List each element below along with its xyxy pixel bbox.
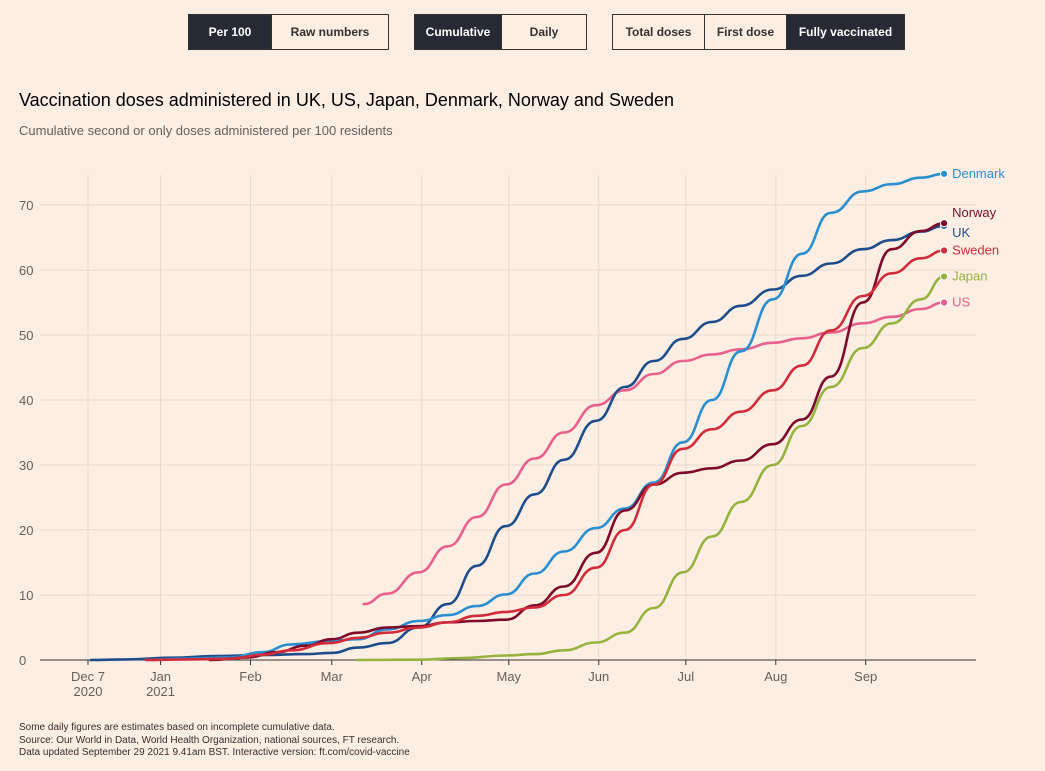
end-marker-norway: [939, 219, 949, 228]
first-dose-button[interactable]: First dose: [704, 15, 786, 49]
series-label-us: US: [952, 295, 970, 310]
total-doses-button[interactable]: Total doses: [613, 15, 704, 49]
chart-subtitle: Cumulative second or only doses administ…: [19, 123, 393, 138]
series-line-sweden: [144, 249, 946, 662]
y-tick-label: 0: [19, 653, 26, 668]
x-tick-label: Apr: [412, 669, 433, 684]
x-tick-sublabel: 2021: [146, 684, 175, 699]
x-tick-label: Jul: [677, 669, 694, 684]
mode-toggle: Cumulative Daily: [414, 14, 587, 50]
x-tick-label: Sep: [854, 669, 877, 684]
end-marker-sweden: [939, 246, 949, 255]
chart-title: Vaccination doses administered in UK, US…: [19, 90, 674, 110]
end-marker-japan: [939, 272, 949, 281]
footer-note: Some daily figures are estimates based o…: [19, 722, 335, 733]
y-tick-label: 10: [19, 588, 33, 603]
series-label-uk: UK: [952, 225, 970, 240]
y-tick-label: 70: [19, 198, 33, 213]
y-tick-label: 60: [19, 263, 33, 278]
fully-vaccinated-button[interactable]: Fully vaccinated: [786, 15, 904, 49]
series-line-norway: [208, 221, 946, 662]
raw-numbers-button[interactable]: Raw numbers: [271, 15, 388, 49]
series-line-uk: [89, 224, 946, 662]
y-tick-label: 40: [19, 393, 33, 408]
chart-footer: Some daily figures are estimates based o…: [19, 722, 410, 760]
x-tick-label: Aug: [764, 669, 787, 684]
end-marker-denmark: [939, 169, 949, 178]
end-marker-us: [939, 298, 949, 307]
y-tick-label: 20: [19, 523, 33, 538]
daily-button[interactable]: Daily: [501, 15, 586, 49]
dose-toggle: Total doses First dose Fully vaccinated: [612, 14, 905, 50]
x-tick-label: Feb: [239, 669, 261, 684]
x-tick-label: Dec 7: [71, 669, 105, 684]
series-label-sweden: Sweden: [952, 243, 999, 258]
y-tick-label: 50: [19, 328, 33, 343]
x-tick-label: Jan: [150, 669, 171, 684]
cumulative-button[interactable]: Cumulative: [415, 15, 501, 49]
y-tick-label: 30: [19, 458, 33, 473]
series-line-us: [362, 301, 946, 606]
series-label-norway: Norway: [952, 205, 997, 220]
footer-source: Source: Our World in Data, World Health …: [19, 734, 400, 746]
series-label-japan: Japan: [952, 269, 987, 284]
series-line-denmark: [144, 172, 946, 662]
x-tick-label: May: [497, 669, 522, 684]
units-toggle: Per 100 Raw numbers: [188, 14, 389, 50]
x-tick-label: Mar: [321, 669, 344, 684]
per-100-button[interactable]: Per 100: [189, 15, 271, 49]
footer-updated: Data updated September 29 2021 9.41am BS…: [19, 747, 410, 758]
x-tick-label: Jun: [588, 669, 609, 684]
x-tick-sublabel: 2020: [74, 684, 103, 699]
series-label-denmark: Denmark: [952, 166, 1005, 181]
series-line-japan: [356, 275, 946, 662]
